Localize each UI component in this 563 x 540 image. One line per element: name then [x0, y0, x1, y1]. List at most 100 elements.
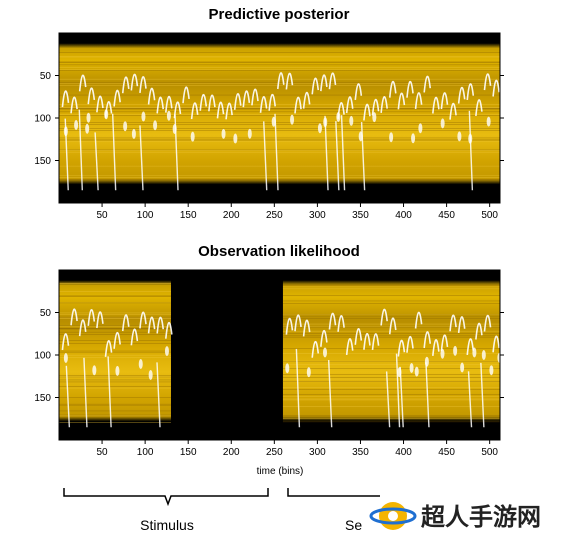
x-tick-label: 450 [438, 210, 455, 221]
heatmap-blob [472, 347, 477, 358]
heatmap-trace [242, 90, 251, 108]
heatmap-trace [139, 76, 147, 93]
heatmap-trace [130, 73, 139, 91]
heatmap-trace [61, 90, 70, 108]
heatmap-trace [320, 74, 328, 92]
heatmap-trace [354, 83, 363, 101]
heatmap-trace [199, 94, 208, 111]
heatmap-trace [113, 89, 121, 107]
heatmap-trace [104, 340, 113, 357]
heatmap-transient [395, 353, 401, 428]
heatmap-trace [475, 322, 483, 340]
y-tick-label: 100 [34, 114, 51, 125]
heatmap-transient [107, 356, 112, 428]
heatmap-trace [259, 96, 268, 113]
heatmap-trace [165, 321, 173, 339]
heatmap-blob [453, 345, 458, 356]
heatmap-blob [489, 365, 494, 376]
heatmap-trace [147, 316, 156, 334]
heatmap-blob [141, 111, 146, 122]
y-tick-label: 150 [34, 156, 51, 167]
heatmap-transient [78, 109, 83, 191]
heatmap-trace [78, 74, 87, 92]
heatmap-blob [233, 133, 238, 144]
heatmap-blob [190, 131, 195, 142]
x-tick-label: 200 [223, 447, 240, 458]
heatmap-blob [497, 352, 502, 363]
x-tick-label: 250 [266, 447, 283, 458]
heatmap-transient [263, 121, 268, 191]
panel1-title: Predictive posterior [209, 6, 350, 23]
heatmap-trace [397, 339, 406, 357]
heatmap-trace [440, 92, 449, 110]
x-tick-label: 250 [266, 210, 283, 221]
heatmap-blob [115, 365, 120, 376]
heatmap-trace [302, 319, 311, 337]
heatmap-blob [317, 123, 322, 134]
heatmap-trace [311, 340, 320, 358]
heatmap-blob [153, 120, 158, 131]
heatmap-blob [172, 124, 177, 135]
heatmap-trace [311, 77, 320, 95]
heatmap-trace [406, 80, 414, 98]
heatmap-trace [70, 96, 78, 114]
x-tick-label: 500 [481, 210, 498, 221]
heatmap-transient [295, 348, 301, 428]
heatmap-trace [285, 72, 294, 90]
heatmap-transient [111, 113, 117, 191]
heatmap-blob [290, 114, 295, 125]
heatmap-trace [294, 314, 302, 332]
heatmap-trace [423, 331, 432, 349]
heatmap-blob [349, 115, 354, 126]
heatmap-transient [467, 371, 473, 428]
second-brace [287, 488, 380, 497]
heatmap-trace [475, 99, 483, 117]
watermark-logo-icon [369, 502, 417, 530]
heatmap-trace [363, 333, 371, 350]
heatmap-blob [486, 116, 491, 127]
heatmap-trace [165, 95, 173, 113]
heatmap-trace [440, 334, 449, 352]
heatmap-blob [440, 348, 445, 359]
x-tick-label: 500 [481, 447, 498, 458]
heatmap-blob [123, 121, 128, 132]
heatmap-trace [130, 328, 139, 346]
heatmap-transient [480, 362, 485, 428]
heatmap-blob [457, 131, 462, 142]
heatmap-blob [389, 132, 394, 143]
heatmap-blob [468, 133, 473, 144]
heatmap-transient [335, 121, 340, 191]
heatmap-trace [285, 317, 294, 335]
heatmap-trace [423, 75, 432, 93]
y-tick-label: 50 [40, 308, 52, 319]
heatmap-transient [468, 110, 474, 191]
watermark: 超人手游网 [369, 502, 541, 531]
heatmap-trace [121, 314, 130, 332]
heatmap-trace [371, 98, 380, 116]
heatmap-trace [173, 101, 182, 119]
heatmap-trace [414, 92, 423, 110]
heatmap-blob [414, 366, 419, 377]
heatmap-blob [336, 111, 341, 122]
y-tick-label: 150 [34, 393, 51, 404]
heatmap-transient [65, 365, 71, 428]
x-tick-label: 100 [137, 210, 154, 221]
y-tick-label: 50 [40, 71, 52, 82]
heatmap-blob [247, 128, 252, 139]
heatmap-trace [363, 103, 371, 121]
panel2-title: Observation likelihood [198, 243, 360, 260]
heatmap-trace [380, 96, 388, 113]
heatmap-transient [327, 360, 333, 428]
heatmap-trace [449, 314, 457, 332]
heatmap-trace [492, 335, 500, 353]
heatmap-trace [449, 102, 457, 120]
heatmap-trace [345, 338, 354, 355]
x-tick-label: 50 [97, 210, 109, 221]
heatmap-blob [323, 117, 328, 128]
x-tick-label: 450 [438, 447, 455, 458]
heatmap-trace [397, 92, 406, 110]
heatmap-transient [399, 366, 404, 428]
heatmap-trace [406, 335, 414, 353]
heatmap-transient [385, 371, 391, 428]
